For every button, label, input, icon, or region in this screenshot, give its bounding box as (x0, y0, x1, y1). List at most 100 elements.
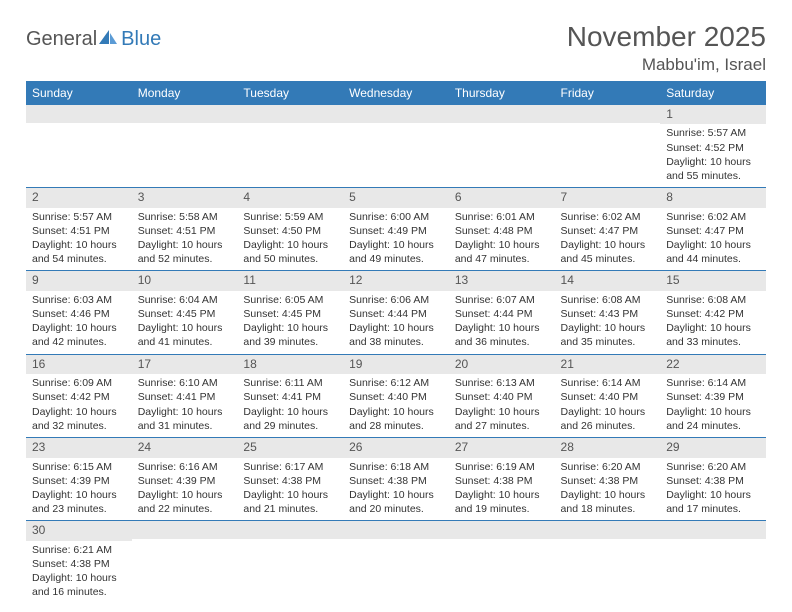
detail-line: Sunset: 4:40 PM (561, 390, 655, 404)
detail-line: Sunset: 4:48 PM (455, 224, 549, 238)
detail-line: Sunset: 4:45 PM (138, 307, 232, 321)
day-cell (555, 105, 661, 188)
day-cell: 27Sunrise: 6:19 AMSunset: 4:38 PMDayligh… (449, 437, 555, 520)
day-cell: 13Sunrise: 6:07 AMSunset: 4:44 PMDayligh… (449, 271, 555, 354)
detail-line: Sunrise: 6:10 AM (138, 376, 232, 390)
detail-line: Sunrise: 6:21 AM (32, 543, 126, 557)
detail-line: Daylight: 10 hours and 32 minutes. (32, 405, 126, 433)
week-row: 23Sunrise: 6:15 AMSunset: 4:39 PMDayligh… (26, 437, 766, 520)
detail-line: Sunset: 4:51 PM (138, 224, 232, 238)
detail-line: Sunset: 4:51 PM (32, 224, 126, 238)
day-details: Sunrise: 6:07 AMSunset: 4:44 PMDaylight:… (449, 291, 555, 354)
day-cell: 29Sunrise: 6:20 AMSunset: 4:38 PMDayligh… (660, 437, 766, 520)
day-details: Sunrise: 5:57 AMSunset: 4:52 PMDaylight:… (660, 124, 766, 187)
detail-line: Daylight: 10 hours and 23 minutes. (32, 488, 126, 516)
day-cell (26, 105, 132, 188)
day-details: Sunrise: 6:06 AMSunset: 4:44 PMDaylight:… (343, 291, 449, 354)
logo-text-blue: Blue (121, 28, 161, 51)
detail-line: Daylight: 10 hours and 33 minutes. (666, 321, 760, 349)
day-number: 30 (26, 521, 132, 541)
day-number: 2 (26, 188, 132, 208)
day-cell: 21Sunrise: 6:14 AMSunset: 4:40 PMDayligh… (555, 354, 661, 437)
detail-line: Sunset: 4:39 PM (666, 390, 760, 404)
detail-line: Sunset: 4:41 PM (243, 390, 337, 404)
day-number (132, 105, 238, 123)
detail-line: Sunset: 4:41 PM (138, 390, 232, 404)
detail-line: Sunrise: 6:05 AM (243, 293, 337, 307)
detail-line: Daylight: 10 hours and 24 minutes. (666, 405, 760, 433)
day-number: 19 (343, 355, 449, 375)
day-cell: 6Sunrise: 6:01 AMSunset: 4:48 PMDaylight… (449, 188, 555, 271)
day-cell: 14Sunrise: 6:08 AMSunset: 4:43 PMDayligh… (555, 271, 661, 354)
detail-line: Sunrise: 5:57 AM (666, 126, 760, 140)
day-number: 9 (26, 271, 132, 291)
day-number (660, 521, 766, 539)
detail-line: Daylight: 10 hours and 39 minutes. (243, 321, 337, 349)
detail-line: Daylight: 10 hours and 16 minutes. (32, 571, 126, 599)
day-details: Sunrise: 6:04 AMSunset: 4:45 PMDaylight:… (132, 291, 238, 354)
detail-line: Sunrise: 6:12 AM (349, 376, 443, 390)
day-number (26, 105, 132, 123)
day-cell: 3Sunrise: 5:58 AMSunset: 4:51 PMDaylight… (132, 188, 238, 271)
day-details: Sunrise: 6:08 AMSunset: 4:43 PMDaylight:… (555, 291, 661, 354)
day-number (132, 521, 238, 539)
detail-line: Sunrise: 6:00 AM (349, 210, 443, 224)
day-number: 16 (26, 355, 132, 375)
day-cell: 24Sunrise: 6:16 AMSunset: 4:39 PMDayligh… (132, 437, 238, 520)
day-details: Sunrise: 6:15 AMSunset: 4:39 PMDaylight:… (26, 458, 132, 521)
calendar-table: Sunday Monday Tuesday Wednesday Thursday… (26, 81, 766, 604)
day-header: Sunday (26, 81, 132, 105)
sail-icon (97, 28, 119, 51)
detail-line: Sunset: 4:43 PM (561, 307, 655, 321)
day-number: 28 (555, 438, 661, 458)
detail-line: Daylight: 10 hours and 26 minutes. (561, 405, 655, 433)
detail-line: Sunset: 4:38 PM (666, 474, 760, 488)
detail-line: Sunrise: 6:16 AM (138, 460, 232, 474)
detail-line: Daylight: 10 hours and 28 minutes. (349, 405, 443, 433)
detail-line: Daylight: 10 hours and 47 minutes. (455, 238, 549, 266)
day-cell: 28Sunrise: 6:20 AMSunset: 4:38 PMDayligh… (555, 437, 661, 520)
detail-line: Sunrise: 5:59 AM (243, 210, 337, 224)
day-details: Sunrise: 5:57 AMSunset: 4:51 PMDaylight:… (26, 208, 132, 271)
day-number (555, 521, 661, 539)
day-number: 22 (660, 355, 766, 375)
day-details: Sunrise: 6:13 AMSunset: 4:40 PMDaylight:… (449, 374, 555, 437)
day-cell: 17Sunrise: 6:10 AMSunset: 4:41 PMDayligh… (132, 354, 238, 437)
day-cell: 1Sunrise: 5:57 AMSunset: 4:52 PMDaylight… (660, 105, 766, 188)
day-number: 18 (237, 355, 343, 375)
day-cell: 26Sunrise: 6:18 AMSunset: 4:38 PMDayligh… (343, 437, 449, 520)
day-number: 29 (660, 438, 766, 458)
week-row: 30Sunrise: 6:21 AMSunset: 4:38 PMDayligh… (26, 521, 766, 604)
day-header: Wednesday (343, 81, 449, 105)
day-cell: 20Sunrise: 6:13 AMSunset: 4:40 PMDayligh… (449, 354, 555, 437)
day-number: 14 (555, 271, 661, 291)
day-details: Sunrise: 6:02 AMSunset: 4:47 PMDaylight:… (555, 208, 661, 271)
detail-line: Sunrise: 6:08 AM (666, 293, 760, 307)
detail-line: Sunrise: 6:09 AM (32, 376, 126, 390)
detail-line: Sunset: 4:39 PM (32, 474, 126, 488)
day-details: Sunrise: 6:20 AMSunset: 4:38 PMDaylight:… (555, 458, 661, 521)
day-cell (132, 105, 238, 188)
detail-line: Sunset: 4:47 PM (561, 224, 655, 238)
header: General Blue November 2025 Mabbu'im, Isr… (26, 22, 766, 75)
day-number: 23 (26, 438, 132, 458)
detail-line: Sunrise: 6:13 AM (455, 376, 549, 390)
detail-line: Sunset: 4:44 PM (455, 307, 549, 321)
day-header: Saturday (660, 81, 766, 105)
detail-line: Daylight: 10 hours and 54 minutes. (32, 238, 126, 266)
day-number: 27 (449, 438, 555, 458)
detail-line: Daylight: 10 hours and 19 minutes. (455, 488, 549, 516)
day-cell: 19Sunrise: 6:12 AMSunset: 4:40 PMDayligh… (343, 354, 449, 437)
detail-line: Daylight: 10 hours and 44 minutes. (666, 238, 760, 266)
day-cell (132, 521, 238, 604)
detail-line: Daylight: 10 hours and 49 minutes. (349, 238, 443, 266)
detail-line: Daylight: 10 hours and 45 minutes. (561, 238, 655, 266)
detail-line: Daylight: 10 hours and 42 minutes. (32, 321, 126, 349)
day-number (237, 521, 343, 539)
detail-line: Sunset: 4:45 PM (243, 307, 337, 321)
detail-line: Sunrise: 6:02 AM (561, 210, 655, 224)
day-number (343, 105, 449, 123)
detail-line: Daylight: 10 hours and 17 minutes. (666, 488, 760, 516)
day-number: 25 (237, 438, 343, 458)
day-cell: 12Sunrise: 6:06 AMSunset: 4:44 PMDayligh… (343, 271, 449, 354)
